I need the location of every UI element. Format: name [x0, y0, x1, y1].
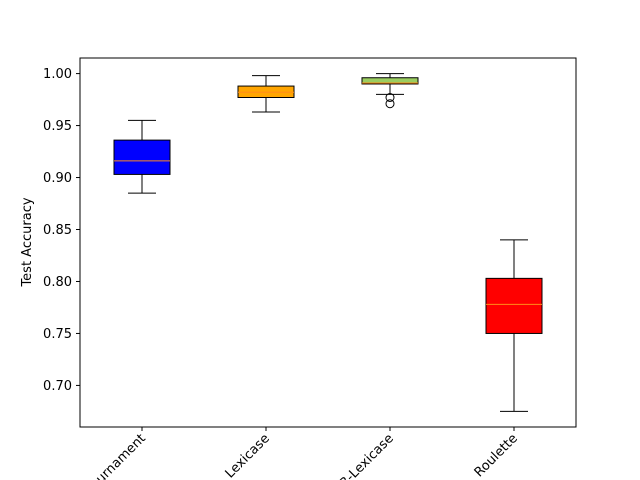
box-b-lexicase: [361, 73, 419, 109]
x-tick-label: B-Lexicase: [337, 431, 397, 480]
plot-area: [79, 57, 577, 428]
y-tick-label: 1.00: [43, 67, 72, 82]
y-tick-label: 0.75: [43, 327, 72, 342]
box-roulette: [485, 239, 543, 412]
y-tick-label: 0.90: [43, 171, 72, 186]
box-body: [113, 139, 171, 175]
outlier-point: [385, 92, 395, 102]
boxes: [113, 73, 543, 412]
x-tick-label: Roulette: [472, 431, 521, 480]
x-axis: Tournament Lexicase B-Lexicase Roulette: [83, 427, 521, 480]
y-axis: 0.70 0.75 0.80 0.85 0.90 0.95 1.00: [43, 67, 80, 394]
y-tick-label: 0.70: [43, 379, 72, 394]
outlier-point: [385, 99, 395, 109]
x-tick-label: Lexicase: [223, 431, 273, 480]
box-body: [361, 77, 419, 85]
y-tick-label: 0.80: [43, 275, 72, 290]
box-lexicase: [237, 75, 295, 113]
y-tick-label: 0.95: [43, 119, 72, 134]
box-body: [485, 277, 543, 334]
box-body: [237, 85, 295, 98]
x-tick-label: Tournament: [83, 431, 149, 480]
box-tournament: [113, 119, 171, 194]
y-axis-title: Test Accuracy: [20, 197, 35, 287]
y-tick-label: 0.85: [43, 223, 72, 238]
